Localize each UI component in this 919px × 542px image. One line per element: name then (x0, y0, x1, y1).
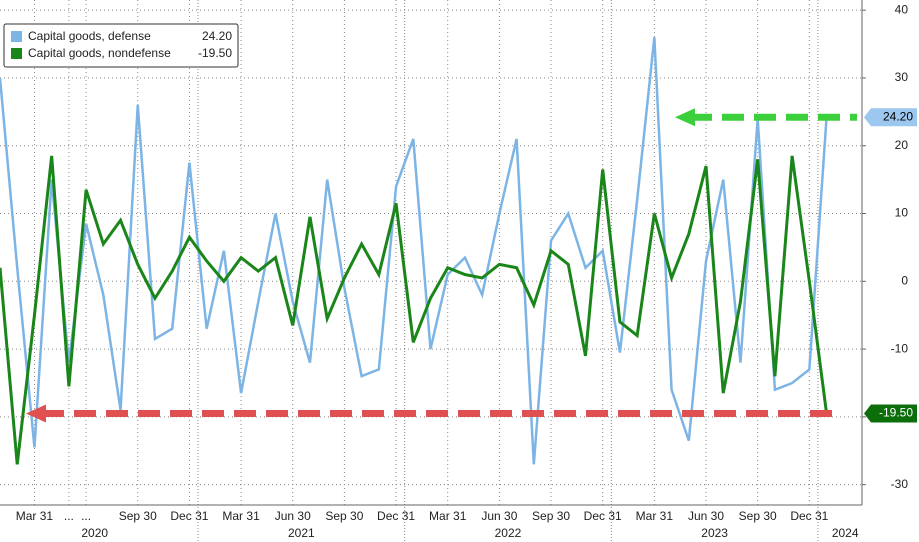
x-tick-label: Sep 30 (325, 509, 363, 523)
x-tick-label: Dec 31 (584, 509, 622, 523)
legend-swatch (11, 31, 22, 42)
y-tick-label: 10 (895, 206, 909, 220)
x-tick-label: Dec 31 (170, 509, 208, 523)
x-tick-label: ... (64, 509, 74, 523)
last-value-label: -19.50 (879, 406, 913, 420)
year-label: 2021 (288, 526, 315, 540)
year-label: 2020 (81, 526, 108, 540)
series-line (0, 155, 829, 465)
last-value-box (864, 108, 917, 127)
x-tick-label: Mar 31 (636, 509, 674, 523)
y-tick-label: -10 (891, 341, 909, 355)
legend-value: 24.20 (202, 29, 232, 43)
legend-label: Capital goods, nondefense (28, 46, 171, 60)
x-tick-label: Jun 30 (275, 509, 311, 523)
series-line (0, 37, 828, 465)
x-tick-label: ... (81, 509, 91, 523)
x-tick-label: Mar 31 (222, 509, 260, 523)
plot-area (0, 0, 862, 505)
year-label: 2024 (832, 526, 859, 540)
x-tick-label: Sep 30 (739, 509, 777, 523)
y-tick-label: -30 (891, 477, 909, 491)
x-tick-label: Sep 30 (119, 509, 157, 523)
x-tick-label: Sep 30 (532, 509, 570, 523)
x-tick-label: Dec 31 (790, 509, 828, 523)
legend-label: Capital goods, defense (28, 29, 151, 43)
arrow-head (26, 404, 46, 423)
y-tick-label: 40 (895, 2, 909, 16)
x-tick-label: Dec 31 (377, 509, 415, 523)
y-tick-label: 0 (901, 273, 908, 287)
arrow-head (675, 108, 695, 127)
legend-box (3, 23, 239, 68)
year-label: 2022 (495, 526, 522, 540)
last-value-box (864, 404, 917, 423)
x-tick-label: Jun 30 (481, 509, 517, 523)
legend-swatch (11, 48, 22, 59)
x-tick-label: Mar 31 (16, 509, 54, 523)
legend-value: -19.50 (198, 46, 232, 60)
x-tick-label: Jun 30 (688, 509, 724, 523)
last-value-label: 24.20 (883, 109, 913, 123)
year-label: 2023 (701, 526, 728, 540)
x-tick-label: Mar 31 (429, 509, 467, 523)
y-tick-label: 30 (895, 70, 909, 84)
y-tick-label: 20 (895, 138, 909, 152)
